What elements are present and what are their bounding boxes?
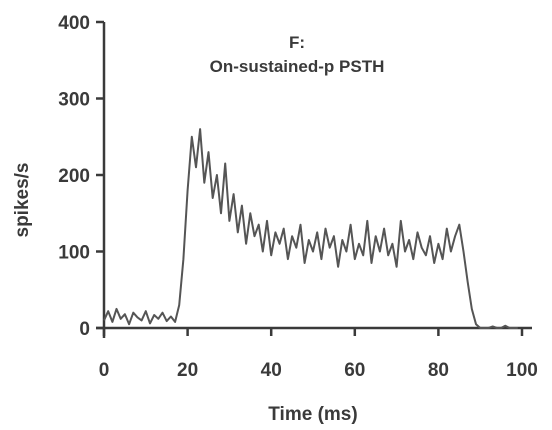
x-tick-label: 60 [344,360,365,381]
y-tick-label: 0 [79,319,90,340]
axes [96,22,532,338]
y-tick-label: 200 [58,166,90,187]
chart-title-line-2: On-sustained-p PSTH [210,57,385,76]
y-axis-ticks: 0 100 200 300 400 [58,13,104,340]
psth-series-line [103,128,518,329]
x-tick-label: 0 [99,360,110,381]
x-tick-label: 40 [261,360,282,381]
y-axis-title: spikes/s [12,163,33,238]
x-tick-label: 80 [428,360,449,381]
y-tick-label: 300 [58,90,90,111]
x-axis-title: Time (ms) [268,404,357,425]
chart-title-line-1: F: [289,33,305,52]
y-tick-label: 100 [58,243,90,264]
x-tick-label: 20 [177,360,198,381]
chart-title: F: On-sustained-p PSTH [210,33,385,76]
x-axis-ticks: 0 20 40 60 80 100 [99,328,538,381]
y-tick-label: 400 [58,13,90,34]
x-tick-label: 100 [506,360,538,381]
